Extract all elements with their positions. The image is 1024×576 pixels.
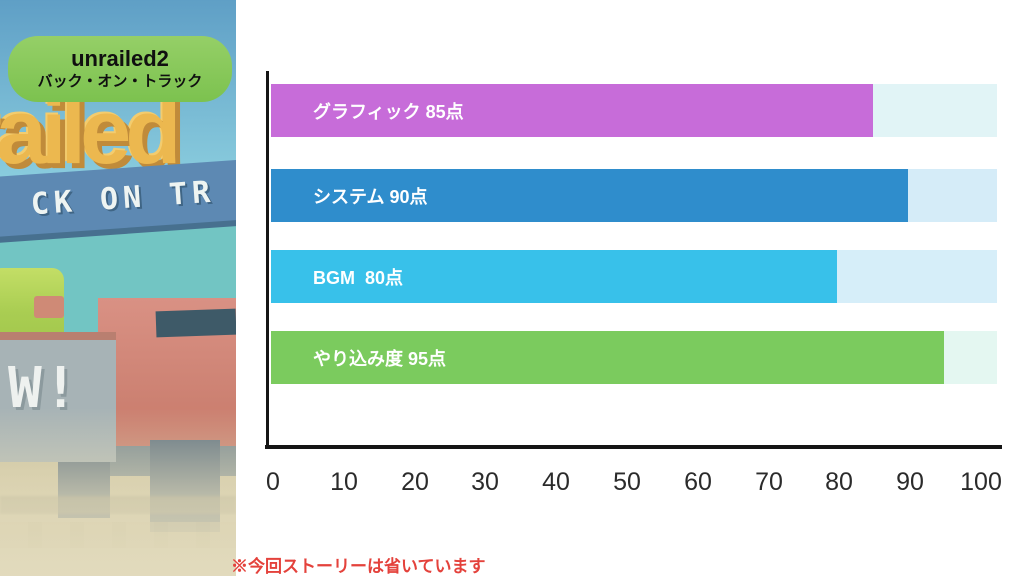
bar-row-3: BGM 80点 bbox=[271, 250, 997, 303]
bar-track: システム 90点 bbox=[271, 169, 997, 222]
y-axis-line bbox=[266, 71, 269, 449]
x-tick-label: 90 bbox=[896, 468, 924, 496]
footnote: ※今回ストーリーは省いています bbox=[231, 557, 486, 576]
x-tick-label: 70 bbox=[755, 468, 783, 496]
bar-label: システム 90点 bbox=[313, 186, 428, 207]
x-tick-label: 50 bbox=[613, 468, 641, 496]
bar-track: グラフィック 85点 bbox=[271, 84, 997, 137]
bar-fill: BGM 80点 bbox=[271, 250, 837, 303]
game-title: unrailed2 bbox=[71, 46, 169, 71]
x-tick-label: 100 bbox=[960, 468, 1002, 496]
dust-haze-overlay bbox=[0, 408, 236, 576]
bar-row-1: グラフィック 85点 bbox=[271, 84, 997, 137]
bar-row-4: やり込み度 95点 bbox=[271, 331, 997, 384]
character-arm bbox=[34, 296, 64, 318]
bar-track: やり込み度 95点 bbox=[271, 331, 997, 384]
bar-label: グラフィック 85点 bbox=[313, 101, 464, 122]
x-axis-line bbox=[265, 445, 1002, 449]
x-tick-label: 20 bbox=[401, 468, 429, 496]
x-tick-label: 0 bbox=[266, 468, 280, 496]
bar-track: BGM 80点 bbox=[271, 250, 997, 303]
train-window bbox=[155, 308, 236, 338]
x-tick-label: 30 bbox=[471, 468, 499, 496]
banner-text: CK ON TR bbox=[29, 174, 217, 222]
game-title-badge: unrailed2 バック・オン・トラック bbox=[8, 36, 232, 102]
bar-label: BGM 80点 bbox=[313, 267, 404, 288]
game-art-panel: railed CK ON TR W! unrailed2 バック・オン・トラック bbox=[0, 0, 236, 576]
game-subtitle: バック・オン・トラック bbox=[37, 73, 203, 90]
x-tick-label: 10 bbox=[330, 468, 358, 496]
bar-fill: グラフィック 85点 bbox=[271, 84, 873, 137]
bar-fill: やり込み度 95点 bbox=[271, 331, 944, 384]
x-tick-label: 60 bbox=[684, 468, 712, 496]
x-tick-label: 80 bbox=[825, 468, 853, 496]
bar-label: やり込み度 95点 bbox=[313, 348, 447, 369]
x-tick-label: 40 bbox=[542, 468, 570, 496]
bar-fill: システム 90点 bbox=[271, 169, 908, 222]
bar-row-2: システム 90点 bbox=[271, 169, 997, 222]
